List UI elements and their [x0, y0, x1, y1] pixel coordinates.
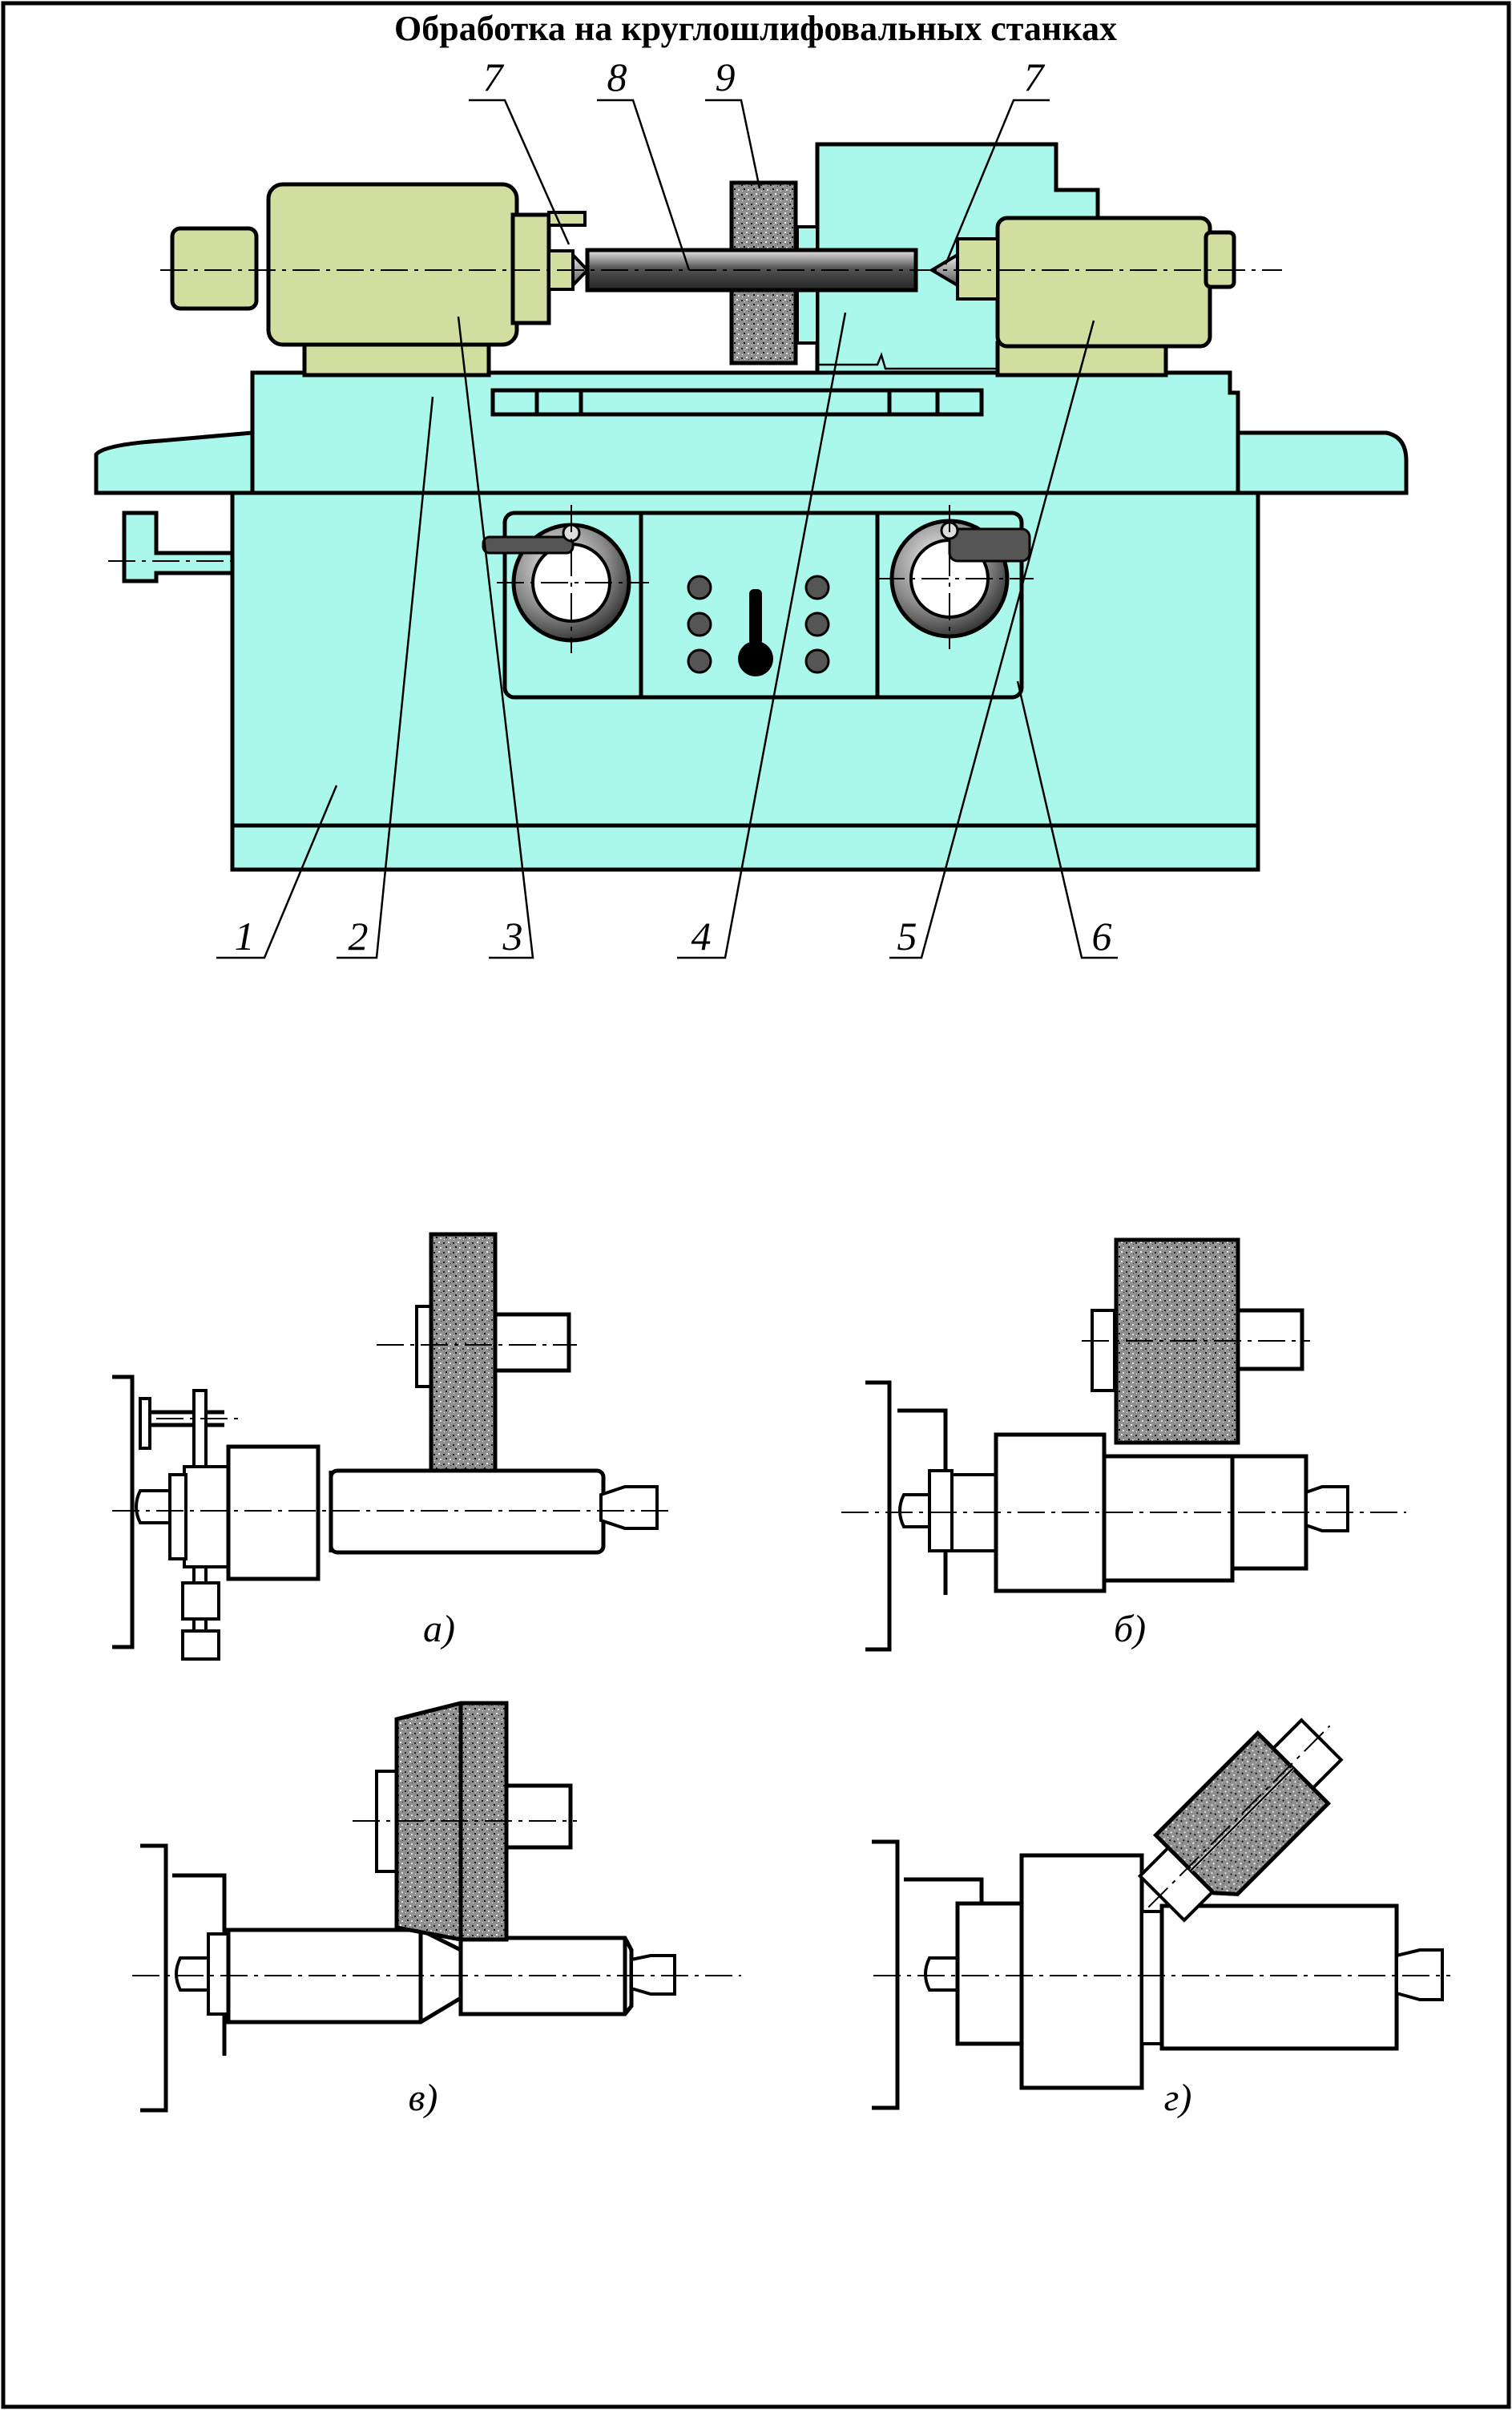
scheme-b: б) — [841, 1237, 1406, 1652]
machine-table — [94, 370, 1409, 495]
caption-g: г) — [1164, 2077, 1192, 2119]
callout-5: 5 — [897, 914, 917, 959]
scheme-a: а) — [112, 1232, 673, 1661]
caption-a: а) — [423, 1608, 455, 1650]
side-handwheel — [108, 511, 240, 583]
callout-4: 4 — [691, 914, 712, 959]
feed-dial-right — [877, 505, 1034, 649]
callout-7-right: 7 — [1024, 54, 1046, 99]
control-panel — [482, 505, 1034, 700]
callout-numbers: 7 8 9 7 1 2 3 4 5 6 — [235, 54, 1112, 959]
callout-6: 6 — [1092, 914, 1112, 959]
headstock — [170, 182, 590, 377]
caption-b: б) — [1114, 1608, 1146, 1650]
callout-1: 1 — [235, 914, 255, 959]
scheme-g: г) — [872, 1718, 1450, 2119]
feed-dial-left — [482, 505, 649, 653]
tailstock — [929, 216, 1236, 377]
caption-v: в) — [409, 2077, 438, 2119]
machine-drawing: 7 8 9 7 1 2 3 4 5 6 — [94, 54, 1409, 959]
page-title: Обработка на круглошлифовальных станках — [394, 9, 1117, 48]
panel-buttons — [687, 575, 830, 676]
callout-8: 8 — [607, 54, 627, 99]
leader-lines — [216, 99, 1118, 959]
callout-2: 2 — [349, 914, 369, 959]
callout-3: 3 — [502, 914, 523, 959]
callout-9: 9 — [716, 54, 736, 99]
table-slot — [490, 388, 984, 417]
scheme-v: в) — [132, 1701, 741, 2119]
callout-7-left: 7 — [483, 54, 505, 99]
